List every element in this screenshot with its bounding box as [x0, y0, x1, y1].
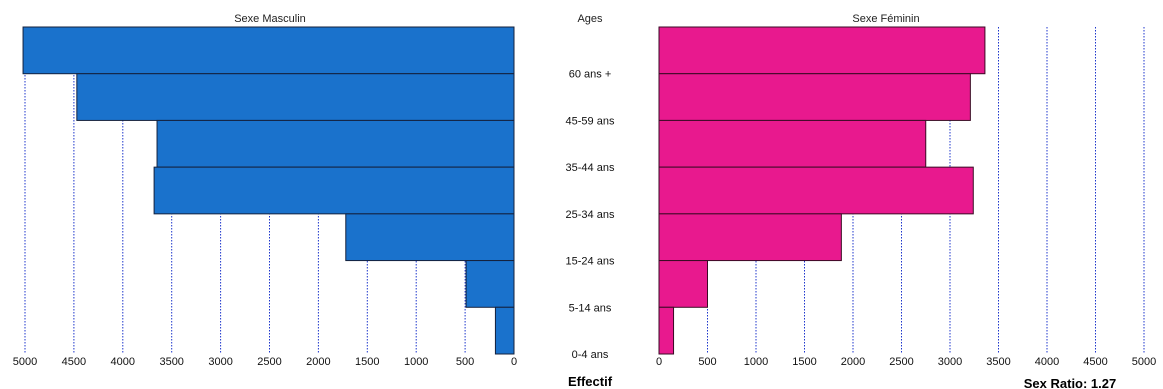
female-x-tick-label: 2500 — [889, 356, 913, 368]
ages-heading: Ages — [577, 13, 603, 25]
female-x-tick-label: 5000 — [1132, 356, 1156, 368]
female-x-tick-label: 1500 — [792, 356, 816, 368]
male-x-tick-label: 3500 — [159, 356, 183, 368]
age-label: 15-24 ans — [566, 256, 615, 268]
x-axis-label: Effectif — [568, 374, 613, 389]
age-label: 45-59 ans — [566, 115, 615, 127]
male-bar — [345, 213, 515, 262]
female-x-tick-label: 3500 — [986, 356, 1010, 368]
male-bar — [465, 260, 515, 308]
male-x-tick-label: 2000 — [306, 356, 330, 368]
female-x-tick-label: 500 — [698, 356, 716, 368]
male-bar — [76, 73, 515, 121]
male-panel-title: Sexe Masculin — [234, 13, 306, 25]
female-x-tick-label: 4500 — [1083, 356, 1107, 368]
age-label: 5-14 ans — [569, 302, 612, 314]
female-x-tick-label: 4000 — [1035, 356, 1059, 368]
male-x-tick-label: 5000 — [13, 356, 37, 368]
age-label: 25-34 ans — [566, 209, 615, 221]
male-x-tick-label: 4000 — [111, 356, 135, 368]
female-bar — [658, 213, 842, 262]
male-x-tick-label: 1000 — [404, 356, 428, 368]
female-x-tick-label: 1000 — [744, 356, 768, 368]
male-x-tick-label: 2500 — [257, 356, 281, 368]
female-panel-title: Sexe Féminin — [852, 13, 919, 25]
female-bar — [658, 26, 986, 75]
male-x-tick-label: 500 — [456, 356, 474, 368]
sex-ratio-annotation: Sex Ratio: 1.27 — [1024, 376, 1117, 389]
female-bar — [658, 306, 675, 355]
male-x-tick-label: 4500 — [62, 356, 86, 368]
male-x-tick-label: 3000 — [208, 356, 232, 368]
female-x-tick-label: 0 — [656, 356, 662, 368]
male-x-tick-label: 0 — [511, 356, 517, 368]
female-x-tick-label: 2000 — [841, 356, 865, 368]
male-bar — [22, 26, 515, 75]
female-bar — [658, 119, 927, 168]
male-bar — [153, 166, 515, 215]
female-x-tick-labels: 0 500 1000 1500 2000 2500 3000 3500 4000 4500 5000 — [656, 356, 1156, 368]
female-bar — [658, 73, 971, 121]
age-label: 35-44 ans — [566, 162, 615, 174]
male-bar — [156, 119, 515, 168]
female-bar — [658, 260, 708, 308]
age-labels: 60 ans + 45-59 ans 35-44 ans 25-34 ans 15-24… — [566, 69, 615, 361]
age-label: 60 ans + — [569, 69, 612, 81]
female-bar — [658, 166, 974, 215]
male-panel — [22, 26, 515, 355]
male-bar — [494, 306, 515, 355]
female-x-tick-label: 3000 — [938, 356, 962, 368]
female-panel — [658, 26, 1145, 355]
male-x-tick-labels: 0 500 1000 1500 2000 2500 3000 3500 4000 4500 5000 — [13, 356, 517, 368]
age-label: 0-4 ans — [572, 349, 609, 361]
male-x-tick-label: 1500 — [355, 356, 379, 368]
